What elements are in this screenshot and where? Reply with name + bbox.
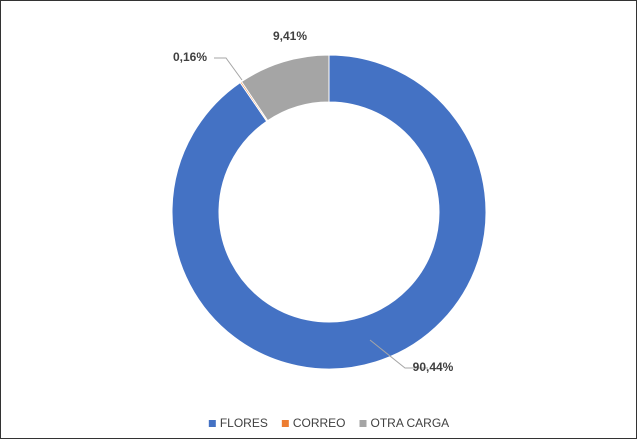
leader-line bbox=[369, 339, 428, 369]
legend-label: OTRA CARGA bbox=[371, 416, 450, 430]
legend-label: FLORES bbox=[220, 416, 268, 430]
donut-slice bbox=[171, 54, 487, 370]
legend-label: CORREO bbox=[293, 416, 346, 430]
legend-swatch bbox=[359, 420, 367, 427]
data-label: 0,16% bbox=[173, 50, 207, 64]
data-label: 9,41% bbox=[273, 29, 307, 43]
legend-swatch bbox=[208, 420, 216, 427]
donut-slice bbox=[240, 54, 330, 122]
leader-line bbox=[214, 57, 243, 81]
legend-swatch bbox=[281, 420, 289, 427]
data-label: 90,44% bbox=[413, 360, 454, 374]
